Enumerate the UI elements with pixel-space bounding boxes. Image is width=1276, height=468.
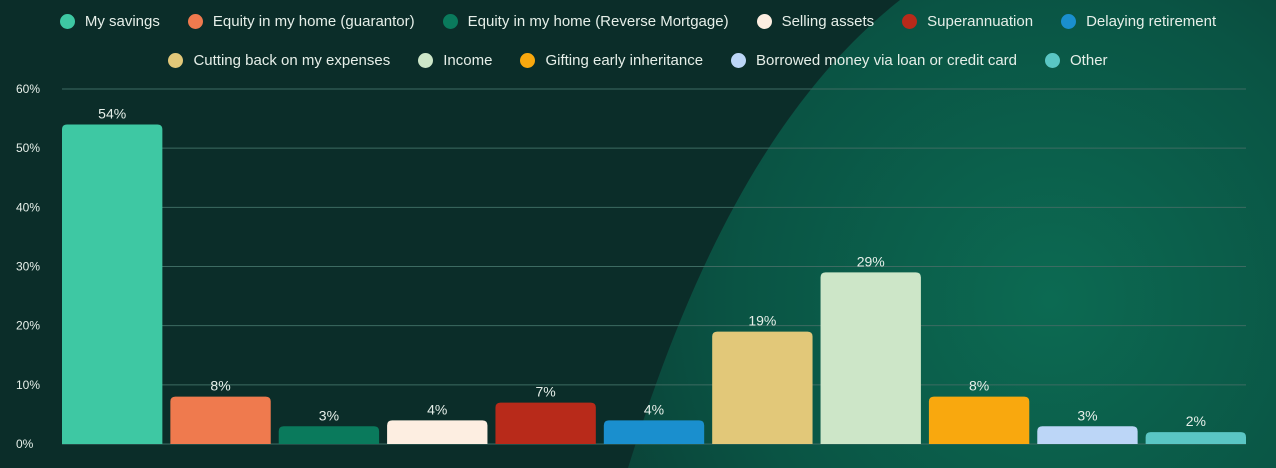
legend-swatch [756,13,772,29]
bar [1037,426,1138,444]
bar [928,396,1030,444]
legend-swatch [902,13,918,29]
bar-value-label: 4% [427,401,447,417]
legend-item: Delaying retirement [1061,13,1216,30]
legend-item: Equity in my home (guarantor) [187,12,415,30]
legend-label: Equity in my home (Reverse Mortgage) [467,12,729,30]
bar-value-label: 4% [644,401,664,417]
bar-value-label: 8% [969,378,989,394]
y-tick-label: 10% [16,378,40,392]
legend-item: Superannuation [902,13,1033,30]
legend-swatch [418,52,434,68]
bar-value-label: 7% [536,384,556,400]
y-tick-label: 30% [16,260,40,274]
legend-label: Cutting back on my expenses [193,51,391,69]
legend-item: Borrowed money via loan or credit card [731,52,1017,69]
bar-value-label: 19% [748,313,776,329]
bar-value-label: 2% [1186,413,1206,429]
bar [278,426,380,444]
legend-label: My savings [84,12,160,30]
bar-value-label: 3% [319,407,339,423]
bar [603,420,705,444]
legend-label: Selling assets [781,12,875,30]
y-tick-label: 0% [16,437,34,451]
legend-swatch [187,13,203,29]
legend-row-1: My savings Equity in my home (guarantor)… [0,9,1276,33]
bar-value-label: 54% [98,106,126,122]
y-tick-label: 40% [16,200,40,214]
legend-item: Gifting early inheritance [520,52,703,69]
bar-value-label: 8% [210,378,230,394]
legend-swatch [731,52,747,68]
legend-swatch [442,13,458,29]
legend-label: Superannuation [927,12,1034,30]
legend-label: Equity in my home (guarantor) [212,12,415,30]
legend-label: Delaying retirement [1086,12,1217,30]
legend-swatch [59,13,75,29]
bar [1145,432,1246,444]
chart-legend: My savings Equity in my home (guarantor)… [0,0,1276,80]
bar [170,396,271,444]
y-tick-label: 20% [16,319,40,333]
legend-item: Selling assets [756,12,875,30]
legend-item: Cutting back on my expenses [168,52,390,69]
legend-item: My savings [59,12,160,30]
legend-swatch [1061,13,1077,29]
legend-label: Borrowed money via loan or credit card [756,51,1018,69]
bar [495,402,596,444]
legend-swatch [168,52,184,68]
bar [387,420,488,444]
legend-swatch [520,52,536,68]
y-tick-label: 60% [16,82,40,96]
legend-swatch [1045,52,1061,68]
bar [62,124,163,444]
legend-row-2: Cutting back on my expenses Income Gifti… [0,48,1276,72]
legend-item: Equity in my home (Reverse Mortgage) [442,12,729,30]
legend-label: Gifting early inheritance [545,51,704,69]
bar [820,272,921,444]
legend-label: Income [443,51,493,69]
bar-value-label: 3% [1077,407,1097,423]
legend-item: Other [1045,52,1108,69]
legend-item: Income [418,52,492,69]
bar [712,331,813,444]
y-tick-label: 50% [16,141,40,155]
bar-value-label: 29% [857,253,885,269]
legend-label: Other [1070,51,1108,69]
